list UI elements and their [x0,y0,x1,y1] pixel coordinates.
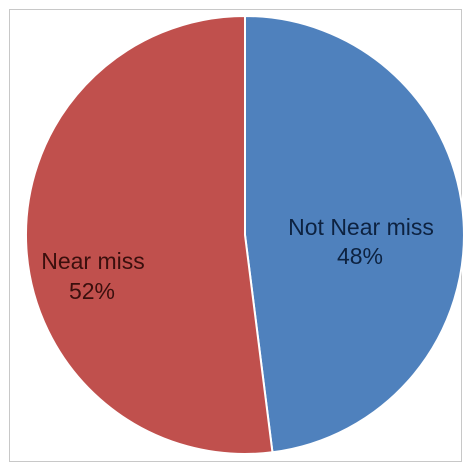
slice-label-not-near-miss: Not Near miss [288,214,434,240]
slice-percent-near-miss: 52% [69,278,115,304]
slice-label-near-miss: Near miss [41,248,145,274]
slice-percent-not-near-miss: 48% [337,243,383,269]
pie-slice-near-miss [26,16,272,454]
